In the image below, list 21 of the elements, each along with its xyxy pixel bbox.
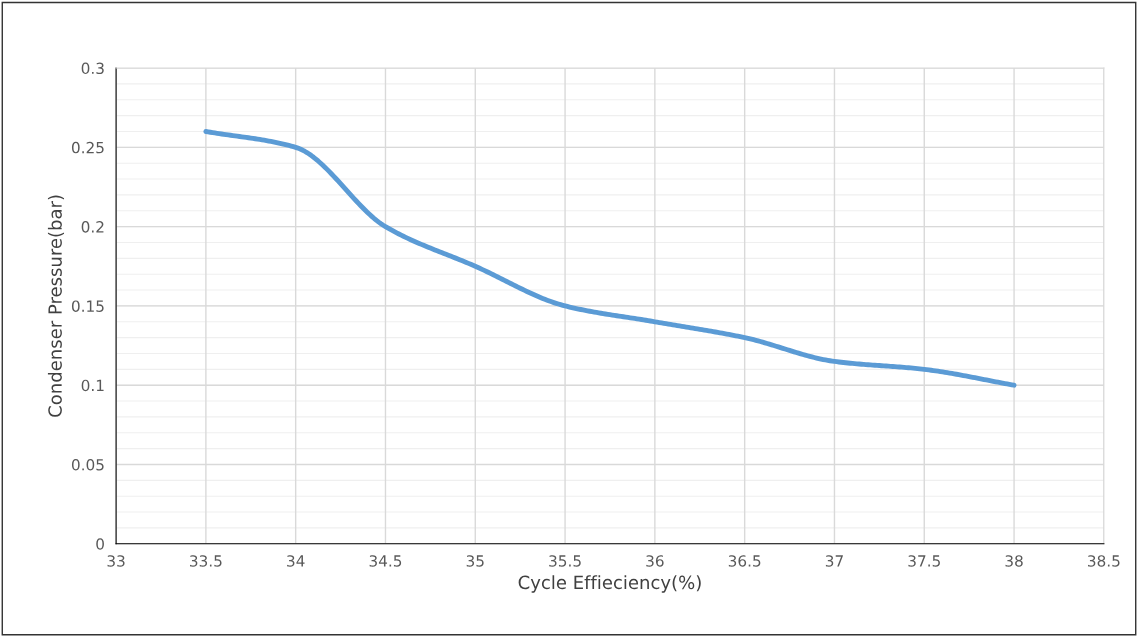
y-tick-label: 0 <box>96 538 104 550</box>
x-tick-label: 33.5 <box>190 555 222 567</box>
x-tick-label: 34.5 <box>369 555 402 567</box>
x-tick-label: 38.5 <box>1088 555 1120 567</box>
y-tick-label: 0.15 <box>71 300 104 312</box>
x-tick-label: 35.5 <box>549 555 581 567</box>
x-tick-label: 35 <box>466 555 484 567</box>
y-tick-label: 0.1 <box>81 379 104 392</box>
y-tick-label: 0.3 <box>81 62 104 75</box>
x-tick-label: 34 <box>287 555 305 567</box>
y-axis-title: Condenser Pressure(bar) <box>47 195 65 417</box>
x-tick-label: 37 <box>825 555 843 567</box>
y-tick-label: 0.25 <box>71 141 104 154</box>
x-tick-label: 36 <box>646 555 664 567</box>
y-tick-label: 0.05 <box>71 458 104 471</box>
x-axis-title: Cycle Effieciency(%) <box>518 575 701 593</box>
x-tick-label: 37.5 <box>908 555 940 567</box>
x-tick-label: 36.5 <box>728 555 761 567</box>
y-tick-label: 0.2 <box>81 221 104 233</box>
x-tick-label: 38 <box>1005 555 1023 567</box>
x-tick-label: 33 <box>107 555 125 567</box>
